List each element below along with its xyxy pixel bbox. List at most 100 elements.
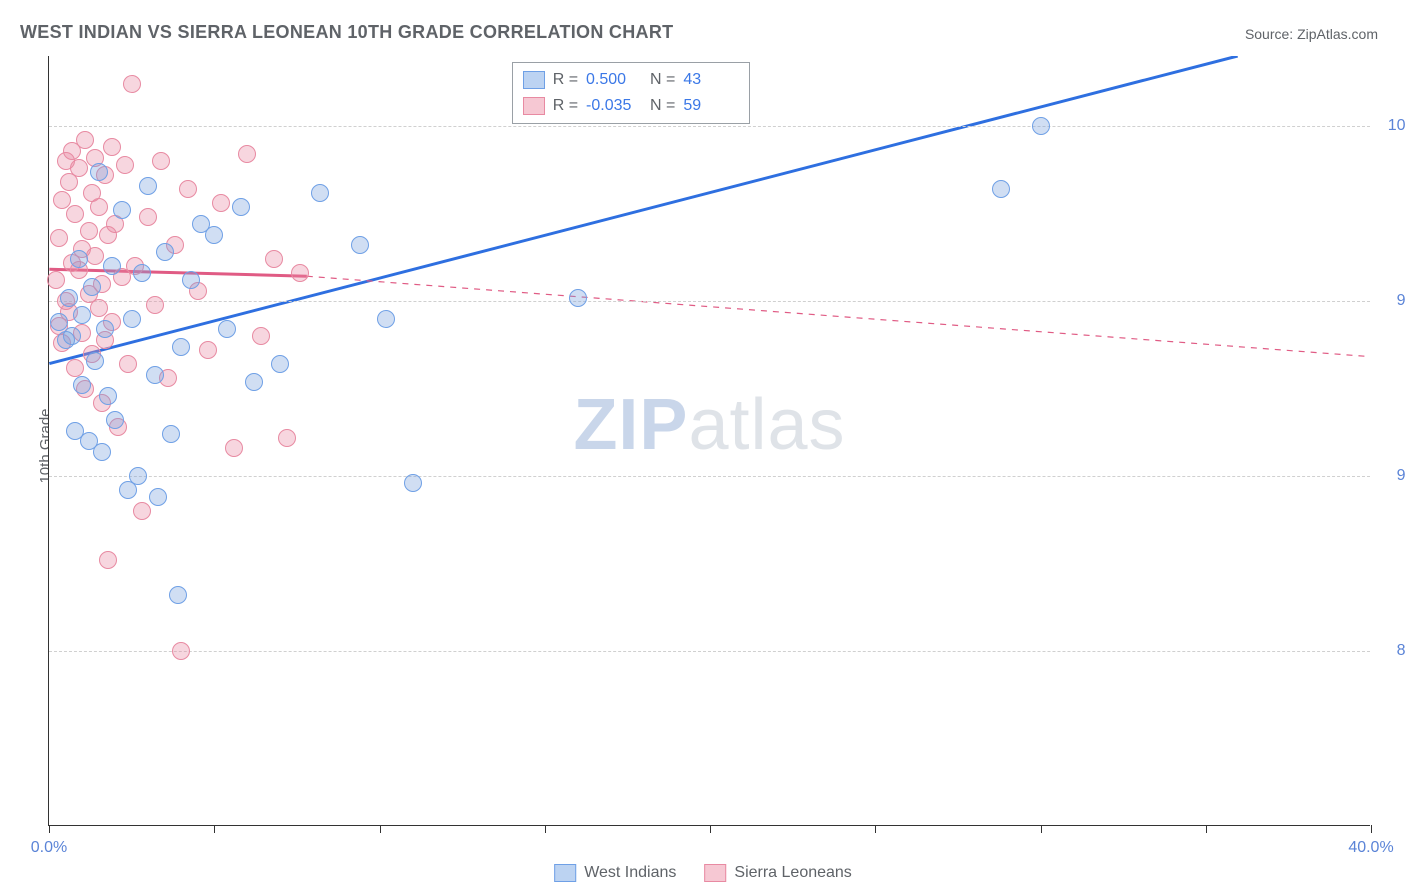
source-credit: Source: ZipAtlas.com — [1245, 26, 1378, 42]
x-tick-mark — [214, 825, 215, 833]
scatter-point — [245, 373, 263, 391]
x-tick-label: 0.0% — [31, 839, 67, 857]
scatter-point — [123, 310, 141, 328]
x-tick-mark — [380, 825, 381, 833]
scatter-point — [116, 156, 134, 174]
x-tick-mark — [1041, 825, 1042, 833]
legend-swatch — [554, 864, 576, 882]
scatter-point — [218, 320, 236, 338]
scatter-point — [103, 138, 121, 156]
stat-n-value: 59 — [683, 93, 739, 119]
legend-swatch — [523, 97, 545, 115]
gridline-h — [49, 301, 1370, 302]
scatter-point — [73, 376, 91, 394]
scatter-point — [252, 327, 270, 345]
x-tick-mark — [545, 825, 546, 833]
trend-line — [49, 269, 306, 276]
scatter-point — [212, 194, 230, 212]
stat-r-label: R = — [553, 93, 578, 119]
scatter-point — [205, 226, 223, 244]
scatter-point — [83, 278, 101, 296]
scatter-point — [133, 502, 151, 520]
scatter-point — [113, 201, 131, 219]
legend-stats-row: R =0.500N =43 — [523, 67, 740, 93]
y-tick-label: 100.0% — [1378, 117, 1406, 135]
legend-swatch — [523, 71, 545, 89]
scatter-point — [172, 338, 190, 356]
legend-stats-box: R =0.500N =43R =-0.035N =59 — [512, 62, 751, 124]
gridline-h — [49, 651, 1370, 652]
scatter-point — [133, 264, 151, 282]
scatter-point — [225, 439, 243, 457]
scatter-point — [99, 387, 117, 405]
scatter-point — [172, 642, 190, 660]
scatter-point — [47, 271, 65, 289]
scatter-point — [182, 271, 200, 289]
scatter-point — [569, 289, 587, 307]
scatter-point — [278, 429, 296, 447]
scatter-point — [146, 366, 164, 384]
scatter-point — [139, 208, 157, 226]
legend-bottom: West Indians Sierra Leoneans — [554, 864, 852, 882]
chart-container: WEST INDIAN VS SIERRA LEONEAN 10TH GRADE… — [0, 0, 1406, 892]
stat-n-value: 43 — [683, 67, 739, 93]
x-tick-mark — [710, 825, 711, 833]
y-tick-label: 85.0% — [1378, 642, 1406, 660]
scatter-point — [199, 341, 217, 359]
plot-area: ZIPatlas R =0.500N =43R =-0.035N =59 85.… — [48, 56, 1370, 826]
scatter-point — [86, 352, 104, 370]
y-tick-label: 90.0% — [1378, 467, 1406, 485]
watermark: ZIPatlas — [573, 384, 845, 466]
x-tick-label: 40.0% — [1348, 839, 1393, 857]
x-tick-mark — [1206, 825, 1207, 833]
scatter-point — [291, 264, 309, 282]
y-tick-label: 95.0% — [1378, 292, 1406, 310]
scatter-point — [377, 310, 395, 328]
legend-stats-row: R =-0.035N =59 — [523, 93, 740, 119]
gridline-h — [49, 476, 1370, 477]
watermark-rest: atlas — [688, 385, 845, 465]
scatter-point — [119, 355, 137, 373]
scatter-point — [129, 467, 147, 485]
scatter-point — [123, 75, 141, 93]
legend-swatch — [704, 864, 726, 882]
scatter-point — [149, 488, 167, 506]
watermark-zip: ZIP — [573, 385, 688, 465]
scatter-point — [271, 355, 289, 373]
scatter-point — [139, 177, 157, 195]
scatter-point — [66, 205, 84, 223]
chart-title: WEST INDIAN VS SIERRA LEONEAN 10TH GRADE… — [20, 22, 673, 43]
scatter-point — [99, 551, 117, 569]
scatter-point — [232, 198, 250, 216]
scatter-point — [152, 152, 170, 170]
scatter-point — [96, 320, 114, 338]
scatter-point — [70, 159, 88, 177]
scatter-point — [1032, 117, 1050, 135]
scatter-point — [351, 236, 369, 254]
trend-lines — [49, 56, 1370, 825]
scatter-point — [103, 257, 121, 275]
scatter-point — [404, 474, 422, 492]
scatter-point — [162, 425, 180, 443]
scatter-point — [60, 289, 78, 307]
trend-line — [307, 276, 1370, 356]
stat-n-label: N = — [650, 93, 675, 119]
scatter-point — [179, 180, 197, 198]
gridline-h — [49, 126, 1370, 127]
legend-item: West Indians — [554, 864, 676, 882]
legend-item: Sierra Leoneans — [704, 864, 851, 882]
scatter-point — [106, 411, 124, 429]
stat-r-value: 0.500 — [586, 67, 642, 93]
source-link[interactable]: ZipAtlas.com — [1297, 26, 1378, 42]
scatter-point — [76, 131, 94, 149]
x-tick-mark — [875, 825, 876, 833]
scatter-point — [156, 243, 174, 261]
scatter-point — [86, 247, 104, 265]
scatter-point — [50, 229, 68, 247]
scatter-point — [311, 184, 329, 202]
scatter-point — [992, 180, 1010, 198]
x-tick-mark — [49, 825, 50, 833]
legend-label: West Indians — [584, 864, 676, 882]
scatter-point — [169, 586, 187, 604]
scatter-point — [80, 222, 98, 240]
